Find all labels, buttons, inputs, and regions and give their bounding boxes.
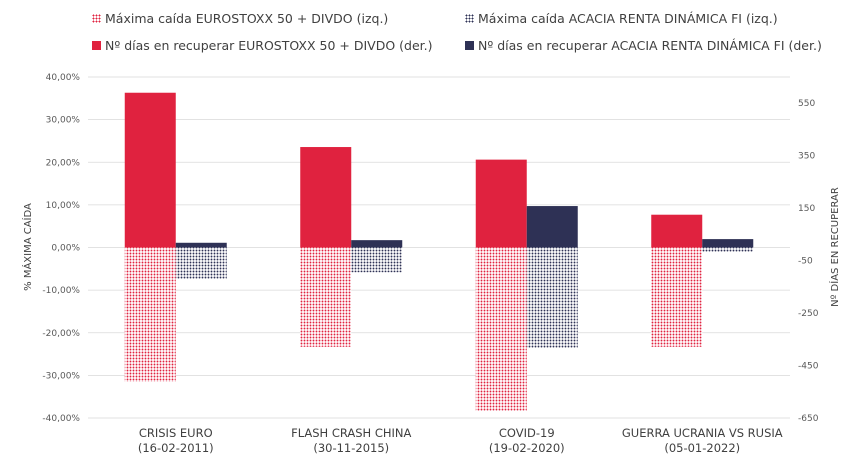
bar-eurostoxx-dias	[300, 147, 352, 248]
bar-acacia-caida	[702, 247, 754, 253]
legend-label: Nº días en recuperar EUROSTOXX 50 + DIVD…	[105, 38, 433, 53]
left-tick-label: -20,00%	[42, 329, 80, 339]
bar-eurostoxx-caida	[475, 247, 527, 411]
bars	[124, 92, 754, 411]
category-label: (30-11-2015)	[313, 441, 389, 455]
left-tick-label: -40,00%	[42, 414, 80, 424]
bar-acacia-dias	[702, 239, 754, 248]
category-label: CRISIS EURO	[139, 426, 213, 440]
legend-swatch-dots-red	[92, 14, 101, 23]
left-tick-label: 40,00%	[46, 73, 81, 83]
left-axis-ticks: 40,00% 30,00% 20,00% 10,00% 0,00% -10,00% -20,…	[42, 73, 80, 424]
left-tick-label: -10,00%	[42, 286, 80, 296]
left-tick-label: 0,00%	[51, 244, 80, 254]
legend-item-eurostoxx-caida: Máxima caída EUROSTOXX 50 + DIVDO (izq.)	[92, 11, 388, 26]
bar-acacia-dias	[175, 242, 227, 248]
left-tick-label: -30,00%	[42, 371, 80, 381]
right-tick-label: -250	[798, 309, 819, 319]
legend-swatch-solid-red	[92, 41, 101, 50]
category-labels: CRISIS EURO(16-02-2011) FLASH CRASH CHINA…	[138, 426, 783, 455]
left-tick-label: 10,00%	[46, 201, 81, 211]
legend-label: Máxima caída ACACIA RENTA DINÁMICA FI (i…	[478, 11, 778, 26]
bar-acacia-caida	[526, 247, 578, 349]
right-tick-label: 150	[798, 204, 815, 214]
legend-swatch-solid-navy	[465, 41, 474, 50]
right-tick-label: 350	[798, 152, 815, 162]
category-label: (19-02-2020)	[489, 441, 565, 455]
bar-eurostoxx-caida	[300, 247, 352, 347]
bar-acacia-dias	[351, 240, 403, 248]
legend-item-acacia-caida: Máxima caída ACACIA RENTA DINÁMICA FI (i…	[465, 11, 778, 26]
right-axis-title: Nº DÍAS EN RECUPERAR	[828, 187, 841, 307]
legend-item-acacia-dias: Nº días en recuperar ACACIA RENTA DINÁMI…	[465, 38, 822, 53]
left-axis-title: % MÁXIMA CAÍDA	[21, 203, 34, 291]
category-label: (16-02-2011)	[138, 441, 214, 455]
category-label: FLASH CRASH CHINA	[291, 426, 411, 440]
category-label: (05-01-2022)	[664, 441, 740, 455]
left-tick-label: 30,00%	[46, 116, 81, 126]
bar-eurostoxx-caida	[124, 247, 176, 382]
bar-acacia-caida	[175, 247, 227, 279]
legend-label: Nº días en recuperar ACACIA RENTA DINÁMI…	[478, 38, 822, 53]
left-tick-label: 20,00%	[46, 158, 81, 168]
right-tick-label: -50	[798, 257, 813, 267]
right-axis-ticks: 550 350 150 -50 -250 -450 -650	[798, 99, 819, 424]
right-tick-label: 550	[798, 99, 815, 109]
right-tick-label: -450	[798, 362, 819, 372]
category-label: GUERRA UCRANIA VS RUSIA	[622, 426, 783, 440]
category-label: COVID-19	[499, 426, 555, 440]
bar-acacia-caida	[351, 247, 403, 273]
bar-eurostoxx-dias	[475, 159, 527, 248]
bar-eurostoxx-dias	[124, 92, 176, 248]
legend-swatch-dots-navy	[465, 14, 474, 23]
bar-acacia-dias	[526, 206, 578, 248]
bar-eurostoxx-dias	[651, 214, 703, 248]
bar-eurostoxx-caida	[651, 247, 703, 347]
right-tick-label: -650	[798, 414, 819, 424]
legend-label: Máxima caída EUROSTOXX 50 + DIVDO (izq.)	[105, 11, 389, 26]
legend-item-eurostoxx-dias: Nº días en recuperar EUROSTOXX 50 + DIVD…	[92, 38, 433, 53]
